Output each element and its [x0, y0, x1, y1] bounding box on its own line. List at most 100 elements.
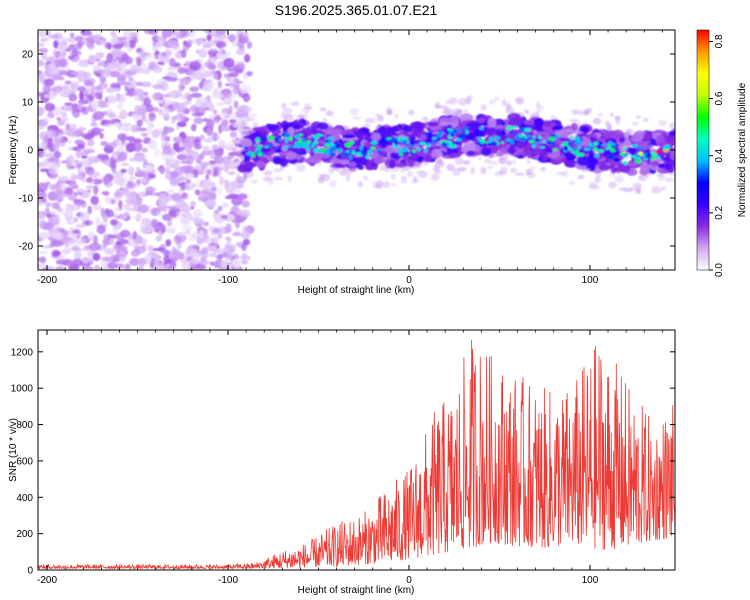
spectrogram-noise-cell	[196, 250, 208, 255]
spectrogram-noise-cell	[127, 166, 135, 176]
spectrogram-halo-cell	[578, 110, 585, 116]
spectrogram-noise-cell	[41, 198, 47, 203]
spectrogram-peak-cell	[656, 150, 662, 154]
spectrogram-noise-cell	[77, 102, 84, 112]
snr-y-tick-label: 1200	[11, 347, 34, 358]
spectrogram-noise-cell	[119, 255, 126, 263]
spectrogram-noise-cell	[92, 204, 103, 211]
spectrogram-band-cell	[291, 148, 306, 153]
spectrogram-noise-cell	[44, 207, 50, 217]
spectrogram-noise-cell	[125, 192, 137, 200]
spectrogram-noise-cell	[194, 218, 205, 226]
spectrogram-noise-cell	[71, 185, 79, 190]
spectrogram-noise-cell	[79, 90, 84, 101]
spectrogram-noise-cell	[219, 176, 224, 186]
spectrogram-noise-cell	[183, 78, 190, 86]
spectrogram-core-cell	[397, 137, 405, 142]
spectrogram-noise-cell	[205, 118, 215, 129]
spectrogram-noise-cell	[208, 63, 217, 71]
spectrogram-noise-cell	[153, 65, 163, 74]
spectrogram-noise-cell	[97, 62, 106, 67]
spectrogram-band-cell	[410, 121, 425, 129]
spectrogram-noise-cell	[212, 228, 221, 234]
spectrogram-noise-cell	[160, 51, 167, 57]
spectrogram-noise-cell	[94, 92, 103, 100]
spectrogram-halo-cell	[501, 99, 507, 107]
spectrogram-core-cell	[505, 138, 512, 142]
spectrogram-noise-cell	[126, 181, 136, 190]
spectrogram-core-cell	[563, 142, 568, 145]
spectrogram-noise-cell	[49, 229, 62, 239]
spectrogram-noise-cell	[202, 83, 213, 92]
spectrogram-noise-cell	[77, 143, 86, 150]
spectrogram-noise-cell	[88, 54, 96, 64]
spectrogram-noise-cell	[182, 40, 188, 46]
snr-y-tick-label: 800	[16, 420, 33, 431]
spectrogram-core-cell	[310, 145, 315, 148]
spectrogram-core-cell	[443, 143, 448, 147]
spectrogram-core-cell	[338, 139, 343, 143]
spectrogram-noise-cell	[86, 85, 92, 94]
spectrogram-halo-cell	[540, 166, 546, 172]
spectrogram-halo-cell	[592, 117, 602, 125]
spectrogram-noise-cell	[110, 118, 116, 125]
spectrogram-band-cell	[551, 125, 563, 131]
spectrogram-halo-cell	[413, 176, 418, 182]
spectrogram-halo-cell	[415, 170, 426, 175]
spectrogram-noise-cell	[81, 133, 91, 139]
spectrogram-noise-cell	[74, 159, 79, 164]
spectrogram-noise-cell	[151, 92, 161, 101]
spectrogram-noise-cell	[135, 126, 143, 132]
spectrogram-noise-cell	[74, 192, 83, 196]
spectrogram-noise-cell	[231, 258, 242, 268]
spectrogram-core-cell	[278, 138, 283, 142]
spectrogram-noise-cell	[104, 247, 115, 256]
spectrogram-band-cell	[431, 148, 442, 158]
spectrogram-noise-cell	[44, 102, 55, 112]
spectrogram-noise-cell	[193, 143, 202, 150]
spectrogram-noise-cell	[123, 211, 130, 218]
snr-y-label: SNR (10 * v/v)	[8, 418, 19, 482]
spectrogram-noise-cell	[240, 128, 250, 132]
spectrogram-core-cell	[574, 136, 580, 142]
spectrogram-noise-cell	[208, 160, 217, 164]
spectrogram-band-cell	[244, 161, 257, 168]
spectrogram-core-cell	[500, 141, 505, 144]
spectrogram-core-cell	[245, 152, 253, 156]
spectrogram-noise-cell	[196, 97, 208, 103]
spectrogram-core-cell	[633, 156, 641, 160]
spectrogram-band-cell	[466, 150, 476, 156]
spectrogram-noise-cell	[67, 73, 76, 78]
spectrogram-noise-cell	[102, 213, 109, 223]
spectrogram-noise-cell	[116, 232, 122, 242]
spectrogram-band-cell	[358, 156, 368, 165]
spectrogram-core-cell	[455, 138, 463, 142]
spectrogram-noise-cell	[93, 185, 99, 195]
spectrogram-core-cell	[243, 146, 249, 150]
spectrogram-noise-cell	[92, 252, 101, 261]
spectrogram-noise-cell	[202, 228, 209, 235]
spectrogram-noise-cell	[99, 221, 107, 226]
spectrogram-y-tick-label: 0	[27, 146, 33, 157]
spectrogram-halo-cell	[446, 163, 455, 172]
spectrogram-x-tick-label: -100	[218, 275, 238, 286]
spectrogram-band-cell	[665, 135, 675, 143]
spectrogram-noise-cell	[39, 162, 50, 166]
spectrogram-noise-cell	[129, 31, 138, 38]
spectrogram-noise-cell	[165, 158, 171, 167]
spectrogram-halo-cell	[442, 108, 451, 116]
spectrogram-noise-cell	[239, 209, 251, 218]
spectrogram-halo-cell	[452, 167, 461, 176]
spectrogram-halo-cell	[328, 166, 335, 175]
spectrogram-noise-cell	[225, 223, 232, 234]
spectrogram-noise-cell	[52, 250, 61, 257]
spectrogram-noise-cell	[186, 145, 193, 154]
spectrogram-noise-cell	[160, 225, 166, 234]
spectrogram-noise-cell	[81, 151, 89, 156]
spectrogram-noise-cell	[38, 199, 43, 206]
spectrogram-noise-cell	[77, 126, 87, 132]
spectrogram-noise-cell	[88, 95, 93, 101]
spectrogram-halo-cell	[357, 181, 363, 188]
spectrogram-noise-cell	[69, 83, 77, 90]
